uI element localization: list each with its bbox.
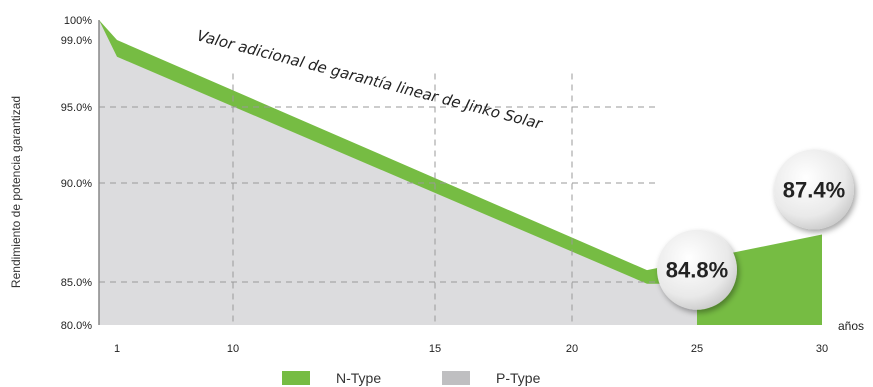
x-tick-labels: 1 10 15 20 25 30 bbox=[114, 343, 828, 355]
y-tick-label: 85.0% bbox=[61, 277, 92, 289]
callout-bubble bbox=[774, 149, 854, 230]
area-layer bbox=[99, 20, 822, 325]
x-tick-label: 15 bbox=[429, 343, 441, 355]
y-tick-label: 100% bbox=[64, 15, 92, 27]
y-axis-label: Rendimiento de potencia garantizad bbox=[9, 96, 23, 288]
x-axis-unit-label: años bbox=[838, 319, 864, 333]
x-tick-label: 30 bbox=[816, 343, 828, 355]
callout-bubble bbox=[657, 229, 737, 310]
legend-label-p-type: P-Type bbox=[496, 370, 541, 386]
grid-layer bbox=[99, 73, 659, 325]
callout-layer: 84.8% 87.4% bbox=[657, 149, 854, 310]
x-tick-label: 1 bbox=[114, 343, 120, 355]
series-area-p-type bbox=[99, 20, 697, 325]
y-tick-label: 90.0% bbox=[61, 178, 92, 190]
y-tick-labels: 100% 99.0% 95.0% 90.0% 85.0% 80.0% bbox=[61, 15, 92, 332]
y-tick-label: 80.0% bbox=[61, 320, 92, 332]
legend-swatch-n-type bbox=[282, 371, 310, 385]
legend-swatch-p-type bbox=[442, 371, 470, 385]
x-tick-label: 25 bbox=[691, 343, 703, 355]
legend: N-Type P-Type bbox=[282, 370, 541, 386]
y-tick-label: 99.0% bbox=[61, 35, 92, 47]
y-tick-label: 95.0% bbox=[61, 102, 92, 114]
callout-label: 87.4% bbox=[783, 177, 845, 202]
legend-label-n-type: N-Type bbox=[336, 370, 381, 386]
x-tick-label: 10 bbox=[227, 343, 239, 355]
callout-label: 84.8% bbox=[666, 258, 728, 283]
x-tick-label: 20 bbox=[566, 343, 578, 355]
